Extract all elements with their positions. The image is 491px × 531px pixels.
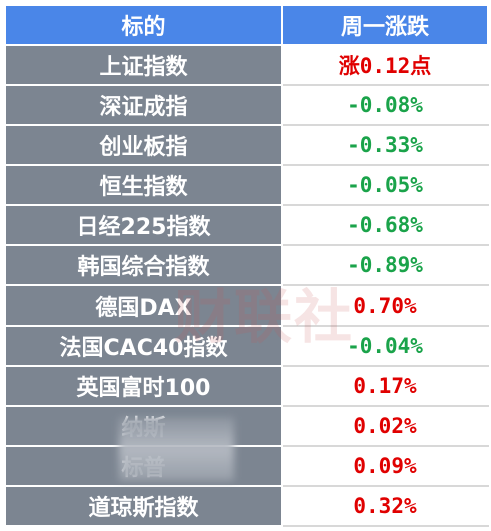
index-change: 0.02% [281, 404, 489, 447]
table-row: 法国CAC40指数 -0.04% [4, 324, 489, 367]
index-change: -0.04% [281, 324, 489, 367]
index-change-table-container: 标的 周一涨跌 上证指数 涨0.12点 深证成指 -0.08% 创业板指 -0.… [4, 4, 489, 528]
header-change: 周一涨跌 [281, 4, 489, 46]
index-name: 日经225指数 [4, 204, 283, 247]
index-name: 道琼斯指数 [4, 484, 283, 528]
redaction-blur [119, 417, 234, 481]
table-row: 创业板指 -0.33% [4, 124, 489, 167]
index-change: 0.17% [281, 364, 489, 407]
index-change: 0.09% [281, 444, 489, 487]
index-change: 0.70% [281, 284, 489, 327]
table-row: 深证成指 -0.08% [4, 84, 489, 127]
table-header-row: 标的 周一涨跌 [4, 4, 489, 46]
table-row: 纳斯 0.02% [4, 404, 489, 447]
index-name: 德国DAX [4, 284, 283, 327]
table-row: 道琼斯指数 0.32% [4, 484, 489, 528]
index-name: 法国CAC40指数 [4, 324, 283, 367]
index-change: -0.08% [281, 84, 489, 127]
table-row: 恒生指数 -0.05% [4, 164, 489, 207]
index-change: -0.05% [281, 164, 489, 207]
table-row: 德国DAX 0.70% [4, 284, 489, 327]
table-row: 韩国综合指数 -0.89% [4, 244, 489, 287]
index-name: 韩国综合指数 [4, 244, 283, 287]
table-row: 日经225指数 -0.68% [4, 204, 489, 247]
index-change: 0.32% [281, 484, 489, 528]
index-change: -0.33% [281, 124, 489, 167]
index-name: 英国富时100 [4, 364, 283, 407]
index-name: 创业板指 [4, 124, 283, 167]
header-name: 标的 [4, 4, 283, 46]
index-change: -0.89% [281, 244, 489, 287]
index-change-table: 标的 周一涨跌 上证指数 涨0.12点 深证成指 -0.08% 创业板指 -0.… [4, 4, 489, 528]
index-name: 深证成指 [4, 84, 283, 127]
index-name: 上证指数 [4, 43, 283, 87]
table-row: 上证指数 涨0.12点 [4, 43, 489, 87]
table-row: 英国富时100 0.17% [4, 364, 489, 407]
index-change: 涨0.12点 [281, 43, 489, 87]
index-change: -0.68% [281, 204, 489, 247]
table-row: 标普 0.09% [4, 444, 489, 487]
index-name: 恒生指数 [4, 164, 283, 207]
